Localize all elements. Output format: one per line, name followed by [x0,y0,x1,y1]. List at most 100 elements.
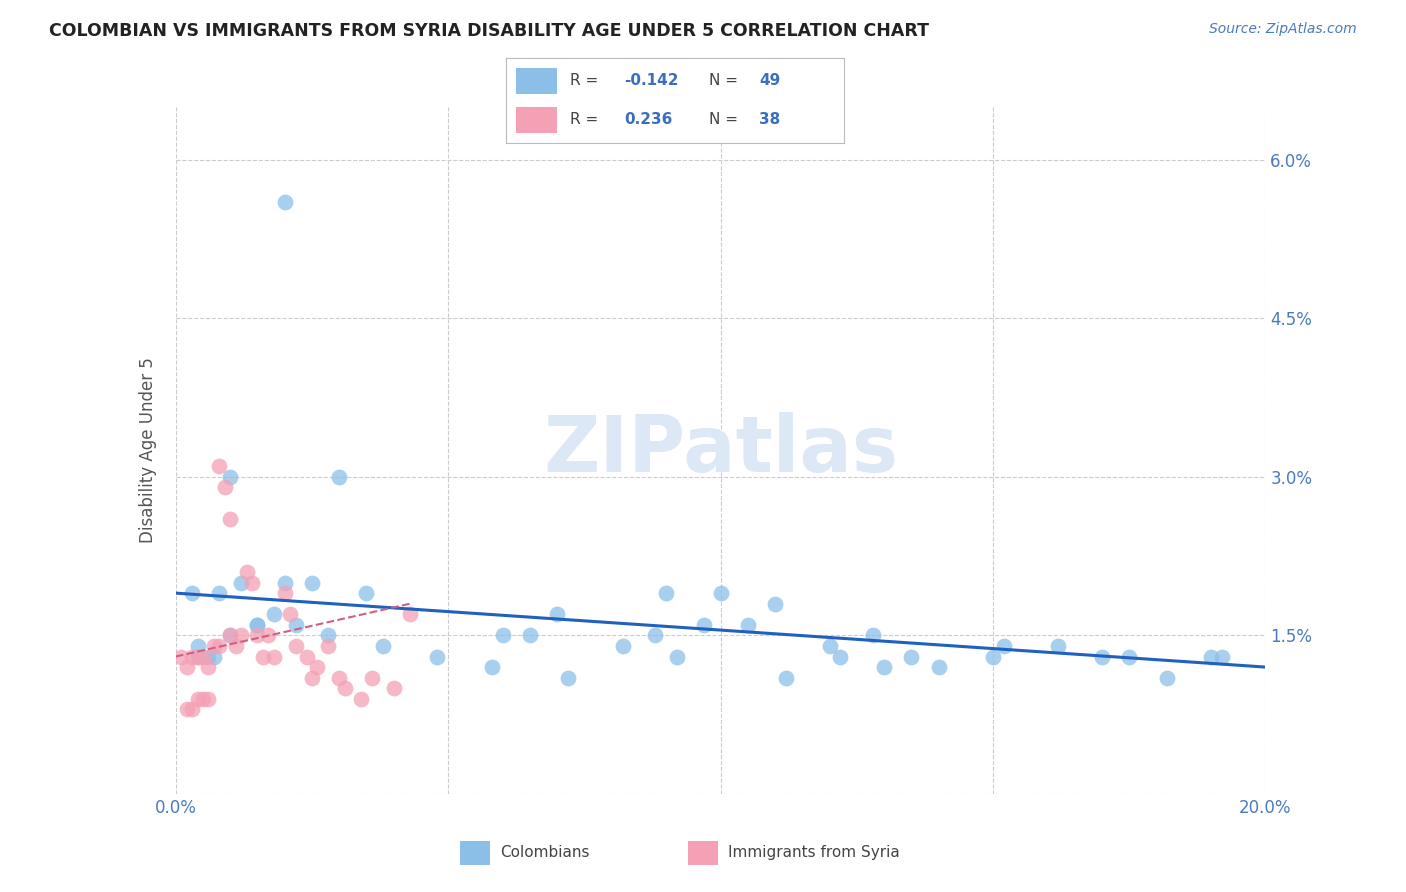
Point [993,639,1015,653]
Point [202,639,225,653]
Point [301,671,323,685]
Point [307,660,329,674]
Point [830,649,852,664]
Text: Colombians: Colombians [501,846,591,860]
Point [546,607,568,622]
Point [219,512,242,526]
Point [737,617,759,632]
Point [873,660,896,674]
Point [519,628,541,642]
Point [263,607,285,622]
Point [219,470,242,484]
Point [333,681,356,696]
Text: Immigrants from Syria: Immigrants from Syria [728,846,900,860]
Point [219,628,242,642]
Text: 49: 49 [759,73,780,88]
Point [318,628,340,642]
Point [186,691,209,706]
Point [170,649,193,664]
Point [928,660,950,674]
Point [666,649,689,664]
Point [202,649,225,664]
Point [1091,649,1114,664]
Point [399,607,422,622]
Point [197,660,219,674]
Point [710,586,733,600]
Point [197,691,219,706]
Point [252,649,274,664]
FancyBboxPatch shape [516,107,557,133]
Text: -0.142: -0.142 [624,73,679,88]
Point [246,617,269,632]
Point [981,649,1004,664]
Point [191,691,214,706]
Point [176,702,198,716]
Point [295,649,318,664]
Point [240,575,263,590]
Point [862,628,884,642]
Point [274,575,297,590]
Point [644,628,666,642]
Point [818,639,841,653]
Point [219,628,242,642]
Point [1211,649,1233,664]
Point [356,586,378,600]
Point [274,195,297,210]
Point [655,586,678,600]
Point [257,628,280,642]
Point [263,649,285,664]
Point [246,628,269,642]
Point [181,649,204,664]
Point [214,480,236,494]
Point [775,671,797,685]
Point [278,607,301,622]
Text: N =: N = [709,112,738,127]
Point [208,639,231,653]
Text: R =: R = [571,112,599,127]
Point [208,586,231,600]
Point [1156,671,1178,685]
FancyBboxPatch shape [460,841,491,864]
FancyBboxPatch shape [516,68,557,94]
Point [284,639,307,653]
Point [186,649,209,664]
Point [693,617,716,632]
Point [328,671,350,685]
Point [284,617,307,632]
Point [492,628,515,642]
Point [191,649,214,664]
Point [186,639,209,653]
Text: 0.236: 0.236 [624,112,672,127]
Point [231,628,253,642]
Point [371,639,394,653]
Point [900,649,922,664]
Point [382,681,405,696]
Point [208,459,231,474]
Text: Source: ZipAtlas.com: Source: ZipAtlas.com [1209,22,1357,37]
Point [274,586,297,600]
Point [612,639,634,653]
Point [225,639,247,653]
Text: 38: 38 [759,112,780,127]
Point [235,565,257,579]
Point [350,691,373,706]
Point [360,671,382,685]
Point [1047,639,1070,653]
Point [176,660,198,674]
Y-axis label: Disability Age Under 5: Disability Age Under 5 [139,358,157,543]
Text: ZIPatlas: ZIPatlas [543,412,898,489]
Point [181,586,204,600]
FancyBboxPatch shape [688,841,718,864]
Point [763,597,786,611]
Point [557,671,579,685]
Point [186,649,209,664]
Point [181,702,204,716]
Point [426,649,449,664]
Point [1199,649,1222,664]
Point [301,575,323,590]
Text: N =: N = [709,73,738,88]
Point [197,649,219,664]
Point [318,639,340,653]
Text: R =: R = [571,73,599,88]
Point [246,617,269,632]
